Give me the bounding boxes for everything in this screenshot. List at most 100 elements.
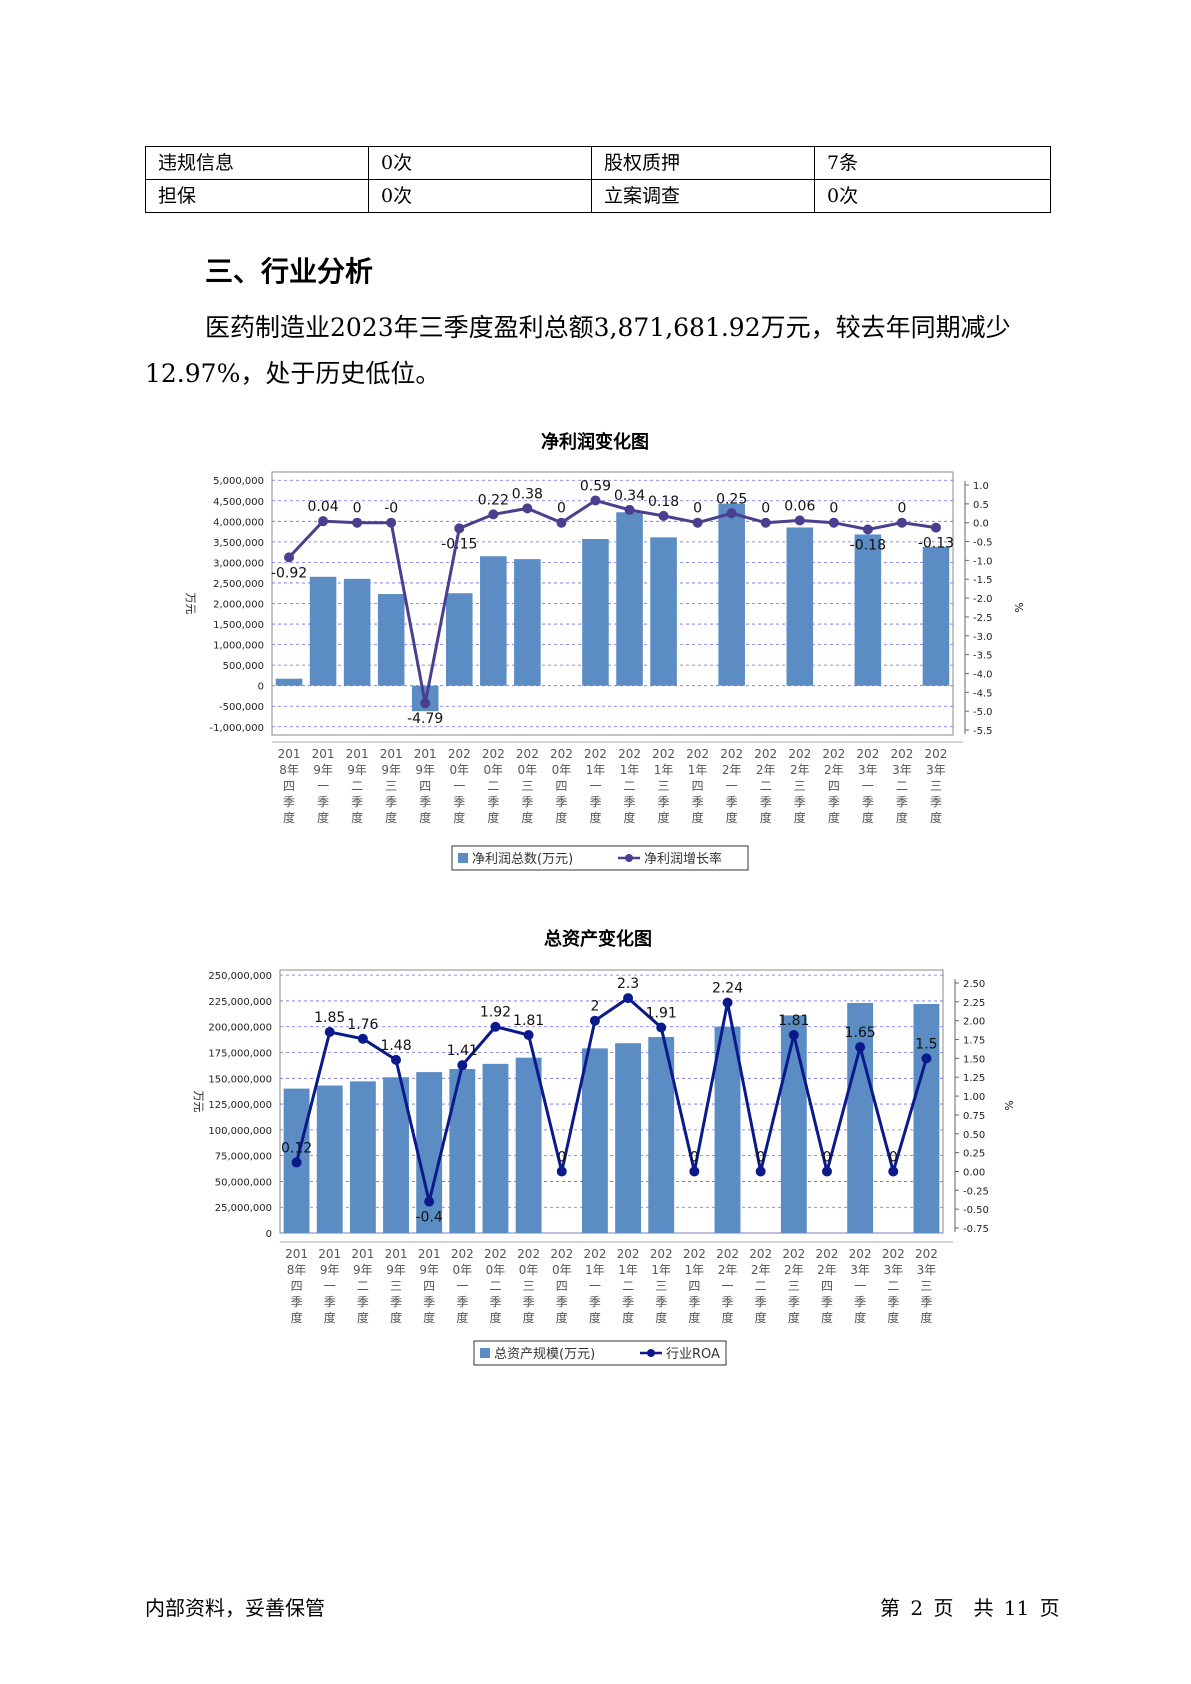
- x-tick-label: 1年: [685, 1263, 705, 1277]
- bar: [377, 594, 405, 686]
- y-tick-label: 25,000,000: [215, 1203, 272, 1214]
- x-tick-label: 202: [550, 1247, 573, 1261]
- chart-title-total-assets: 总资产变化图: [544, 929, 652, 950]
- bar: [913, 1004, 940, 1233]
- data-point: [722, 997, 733, 1008]
- data-point: [523, 1030, 534, 1041]
- x-tick-label: 201: [285, 1247, 308, 1261]
- x-tick-label: 度: [556, 1310, 568, 1325]
- bar: [316, 1085, 343, 1233]
- y-tick-label: 500,000: [223, 661, 264, 672]
- data-label: 0.22: [478, 492, 509, 508]
- y2-tick-label: 0.75: [963, 1111, 985, 1122]
- data-label: 2.3: [617, 976, 639, 992]
- y2-tick-label: -5.5: [973, 726, 993, 737]
- data-label: 0.25: [716, 491, 747, 507]
- x-tick-label: 2年: [722, 763, 742, 777]
- data-point: [324, 1027, 335, 1037]
- data-point: [357, 1033, 368, 1044]
- data-label: 1.92: [480, 1005, 511, 1021]
- y2-tick-label: 0.5: [973, 500, 989, 511]
- x-tick-label: 季: [624, 795, 636, 809]
- section-title: 三、行业分析: [205, 255, 374, 288]
- data-label: 0.18: [648, 494, 679, 510]
- y-tick-label: 75,000,000: [215, 1152, 272, 1163]
- x-tick-label: 202: [782, 1247, 805, 1261]
- x-tick-label: 9年: [320, 1263, 340, 1277]
- x-tick-label: 3年: [917, 1263, 937, 1277]
- y-axis-title: 万元: [192, 1091, 205, 1113]
- x-tick-label: 度: [788, 1310, 800, 1325]
- data-point: [862, 524, 873, 535]
- table-cell: 股权质押: [591, 146, 815, 180]
- x-tick-label: 二: [622, 1279, 634, 1293]
- x-tick-label: 202: [482, 747, 505, 761]
- bar: [515, 1057, 542, 1233]
- data-point: [457, 1060, 468, 1071]
- x-tick-label: 202: [650, 1247, 673, 1261]
- x-tick-label: 0年: [552, 763, 572, 777]
- bar: [343, 578, 371, 686]
- bar: [581, 1048, 608, 1233]
- x-tick-label: 202: [856, 747, 879, 761]
- data-point: [821, 1166, 832, 1177]
- x-tick-label: 季: [896, 795, 908, 809]
- data-point: [656, 1022, 667, 1033]
- data-label: 1.85: [314, 1010, 345, 1026]
- x-tick-label: 季: [658, 795, 670, 809]
- x-tick-label: 1年: [586, 763, 606, 777]
- x-tick-label: 1年: [654, 763, 674, 777]
- x-tick-label: 一: [456, 1279, 468, 1293]
- x-tick-label: 二: [489, 1279, 501, 1293]
- x-tick-label: 度: [655, 1310, 667, 1325]
- data-label: 0: [897, 501, 906, 517]
- x-tick-label: 0年: [519, 1263, 539, 1277]
- data-label: 1.76: [347, 1017, 378, 1033]
- data-label: 0.34: [614, 488, 645, 504]
- data-label: -0.13: [918, 536, 954, 552]
- y2-tick-label: 2.25: [963, 998, 985, 1009]
- x-tick-label: 1年: [651, 1263, 671, 1277]
- footer-note: 内部资料，妥善保管: [145, 1596, 325, 1620]
- x-tick-label: 度: [896, 810, 908, 825]
- x-tick-label: 202: [618, 747, 641, 761]
- table-cell: 0次: [368, 179, 592, 213]
- x-tick-label: 四: [419, 779, 431, 793]
- y2-tick-label: -2.0: [973, 594, 993, 605]
- x-tick-label: 三: [658, 779, 670, 793]
- x-tick-label: 季: [317, 795, 329, 809]
- y-tick-label: 150,000,000: [208, 1074, 272, 1085]
- data-label: -0.4: [416, 1210, 443, 1226]
- x-tick-label: 202: [517, 1247, 540, 1261]
- x-tick-label: 201: [380, 747, 403, 761]
- table-cell: 7条: [814, 146, 1051, 180]
- x-tick-label: 季: [385, 795, 397, 809]
- x-tick-label: 度: [862, 810, 874, 825]
- x-tick-label: 度: [624, 810, 636, 825]
- data-label: 0.38: [512, 486, 543, 502]
- x-tick-label: 二: [351, 779, 363, 793]
- bar: [922, 546, 950, 686]
- y2-tick-label: 0.0: [973, 519, 989, 530]
- x-tick-label: 9年: [386, 1263, 406, 1277]
- data-label: -0.92: [271, 565, 307, 581]
- series-line: [295, 996, 928, 1202]
- table-row: 担保 0次 立案调查 0次: [145, 179, 1051, 213]
- x-tick-label: 三: [930, 779, 942, 793]
- x-tick-label: 四: [828, 779, 840, 793]
- x-tick-label: 8年: [287, 1263, 307, 1277]
- data-label: 0.06: [784, 498, 815, 514]
- data-label: 2: [590, 999, 599, 1015]
- y-tick-label: 125,000,000: [208, 1100, 272, 1111]
- x-tick-label: 季: [419, 795, 431, 809]
- legend-bar-swatch: [458, 853, 468, 863]
- y2-tick-label: -1.0: [973, 556, 993, 567]
- data-label: 0: [823, 1149, 832, 1165]
- y-tick-label: 0: [266, 1229, 272, 1240]
- x-tick-label: 度: [930, 810, 942, 825]
- data-point: [896, 517, 907, 528]
- x-tick-label: 度: [555, 810, 567, 825]
- legend-bar-swatch: [480, 1348, 490, 1358]
- x-tick-label: 度: [390, 1310, 402, 1325]
- x-tick-label: 一: [862, 779, 874, 793]
